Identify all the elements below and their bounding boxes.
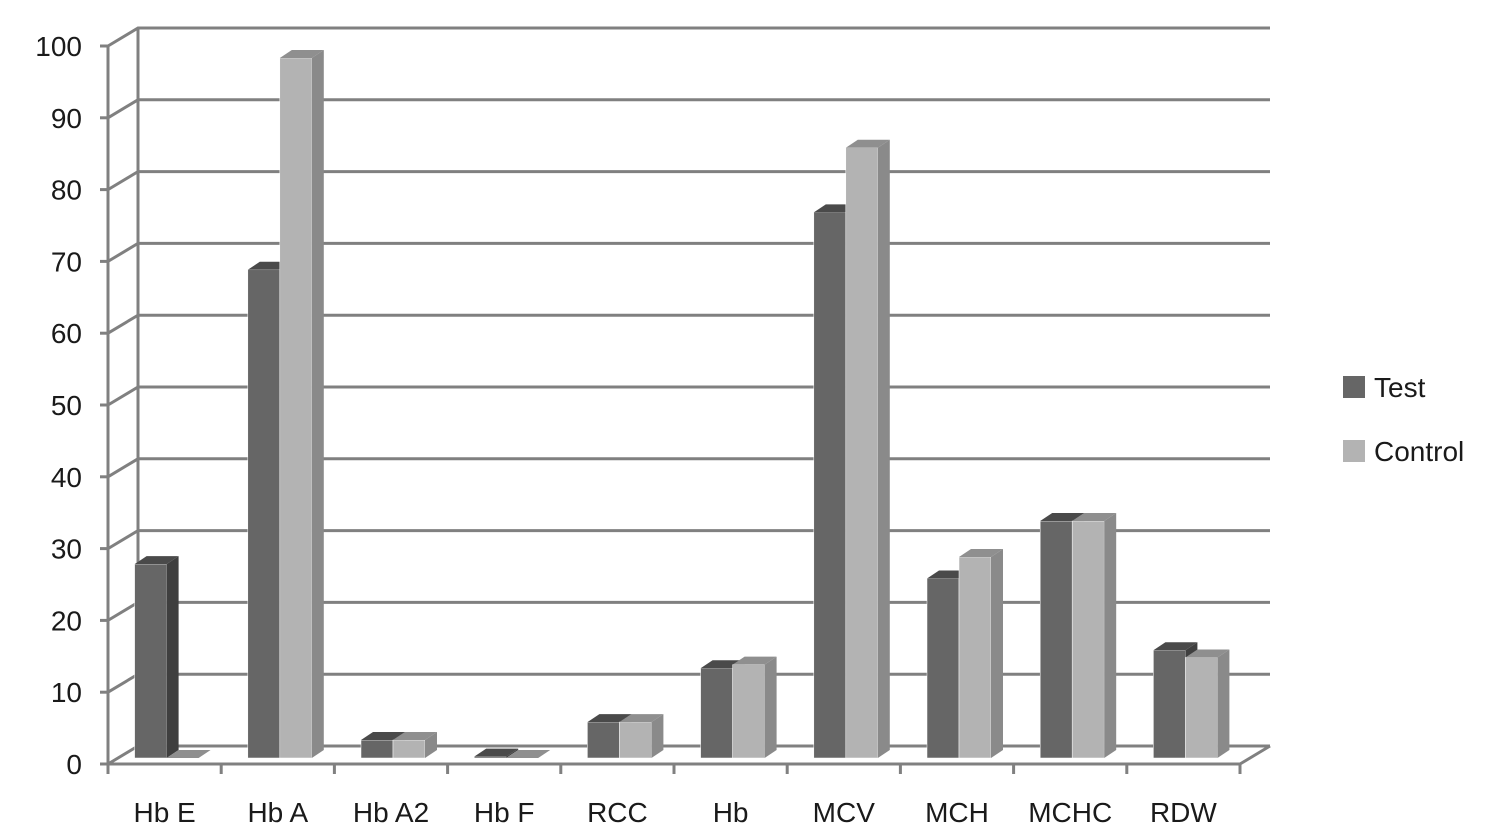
bar-front (1039, 520, 1073, 759)
labels: 0 10 20 30 40 50 60 70 80 90 100 Hb E Hb A Hb A2 Hb F R… (35, 31, 1217, 828)
bar-top (732, 656, 777, 665)
bar-front (1071, 520, 1105, 759)
gridline (107, 26, 1270, 48)
legend-swatch-control (1343, 440, 1365, 462)
y-tick-label: 80 (51, 175, 82, 206)
bar-side (764, 656, 777, 758)
bar-control (506, 750, 551, 758)
x-tick-label: MCV (813, 797, 876, 828)
bar-top (393, 732, 437, 741)
bar-top (1185, 649, 1230, 658)
bar-test (134, 556, 179, 759)
bar-front (700, 668, 733, 759)
x-tick-label: Hb E (133, 797, 195, 828)
x-tick-label: MCH (925, 797, 989, 828)
bar-top (134, 556, 179, 565)
bar-front (473, 756, 507, 759)
bar-top (1040, 513, 1085, 522)
bar-side (991, 548, 1003, 758)
bar-top (279, 49, 324, 58)
bar-front (587, 721, 620, 759)
bar-top (1072, 513, 1117, 522)
bar-side (1217, 649, 1230, 758)
bar-side (425, 732, 437, 758)
bar-control (732, 656, 777, 759)
bar-top (845, 139, 890, 148)
bar-front (845, 147, 879, 759)
x-tick-label: Hb A (247, 797, 308, 828)
bar-front (134, 563, 167, 759)
y-tick-label: 20 (51, 605, 82, 636)
bar-control (392, 732, 437, 759)
y-tick-label: 40 (51, 462, 82, 493)
bar-control (1185, 649, 1230, 759)
bar-top (361, 732, 405, 741)
bar-front (247, 269, 281, 759)
x-tick-label: MCHC (1028, 797, 1112, 828)
y-tick-label: 100 (35, 31, 82, 62)
y-tick-label: 10 (51, 677, 82, 708)
y-tick-label: 90 (51, 103, 82, 134)
bar-side (1104, 513, 1117, 758)
bar-front (360, 739, 394, 759)
bar-side (877, 139, 890, 758)
bar-top (587, 714, 632, 723)
bar-top (959, 548, 1003, 557)
bar-front (958, 556, 992, 759)
bar-top (1153, 642, 1198, 651)
bar-front (1185, 657, 1218, 759)
x-tick-label: Hb (713, 797, 749, 828)
bar-control (845, 139, 890, 759)
bar-front (1153, 650, 1186, 759)
x-axis-right-edge (1239, 744, 1271, 766)
bar-front (732, 664, 765, 759)
bar-side (651, 714, 664, 758)
legend: Test Control (1343, 372, 1464, 467)
bar-control (1071, 513, 1117, 759)
x-tick-label: Hb F (474, 797, 535, 828)
bar-front (619, 721, 652, 759)
y-tick-label: 30 (51, 534, 82, 565)
bar-front (926, 578, 960, 759)
bar-side (311, 49, 324, 758)
bar-test (473, 748, 519, 759)
bar-front (813, 212, 847, 759)
bar-control (958, 548, 1003, 759)
x-tick-label: Hb A2 (353, 797, 429, 828)
bar-front (279, 57, 313, 759)
legend-label-test: Test (1374, 372, 1426, 403)
bar-front (392, 739, 426, 759)
bar-control (166, 750, 211, 758)
bars (134, 49, 1230, 759)
bar-side (506, 748, 519, 758)
legend-label-control: Control (1374, 436, 1464, 467)
y-tick-label: 50 (51, 390, 82, 421)
bar-side (166, 556, 179, 758)
x-tick-label: RCC (587, 797, 648, 828)
bar-top (506, 750, 551, 758)
bar-top (474, 748, 519, 757)
bar-top (619, 714, 664, 723)
bar-control (619, 714, 664, 759)
bar-control (279, 49, 324, 759)
y-tick-label: 60 (51, 318, 82, 349)
legend-swatch-test (1343, 376, 1365, 398)
y-tick-label: 0 (66, 749, 82, 780)
bar-top (166, 750, 211, 758)
y-tick-label: 70 (51, 246, 82, 277)
x-tick-label: RDW (1150, 797, 1217, 828)
